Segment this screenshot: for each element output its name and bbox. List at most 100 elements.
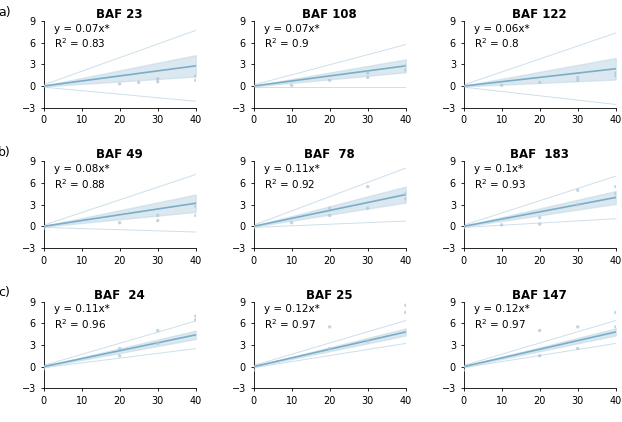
Point xyxy=(191,212,201,219)
Title: BAF 23: BAF 23 xyxy=(96,8,143,21)
Point xyxy=(287,82,297,89)
Point xyxy=(153,212,163,219)
Point xyxy=(401,67,411,73)
Text: y = 0.12x*: y = 0.12x* xyxy=(264,304,320,314)
Point xyxy=(191,77,201,84)
Point xyxy=(249,83,259,89)
Text: b): b) xyxy=(0,146,11,159)
Text: a): a) xyxy=(0,5,11,19)
Point xyxy=(458,223,468,230)
Point xyxy=(153,327,163,334)
Point xyxy=(611,70,621,76)
Point xyxy=(401,309,411,316)
Text: y = 0.12x*: y = 0.12x* xyxy=(474,304,530,314)
Point xyxy=(535,214,545,221)
Point xyxy=(191,313,201,319)
Point xyxy=(153,78,163,85)
Point xyxy=(325,345,335,352)
Point xyxy=(401,195,411,202)
Point xyxy=(114,345,124,352)
Point xyxy=(458,83,468,89)
Point xyxy=(401,190,411,197)
Point xyxy=(363,74,373,81)
Point xyxy=(39,83,49,89)
Point xyxy=(39,225,49,232)
Point xyxy=(363,70,373,76)
Point xyxy=(363,205,373,212)
Text: R$^2$ = 0.83: R$^2$ = 0.83 xyxy=(54,37,106,51)
Point xyxy=(611,324,621,330)
Point xyxy=(401,302,411,308)
Title: BAF 147: BAF 147 xyxy=(513,289,567,302)
Title: BAF  78: BAF 78 xyxy=(304,149,355,161)
Point xyxy=(611,190,621,197)
Text: R$^2$ = 0.97: R$^2$ = 0.97 xyxy=(474,317,526,331)
Point xyxy=(325,324,335,330)
Text: R$^2$ = 0.9: R$^2$ = 0.9 xyxy=(264,37,310,51)
Title: BAF  24: BAF 24 xyxy=(95,289,145,302)
Point xyxy=(573,324,583,330)
Point xyxy=(249,223,259,230)
Text: R$^2$ = 0.93: R$^2$ = 0.93 xyxy=(474,177,526,191)
Text: y = 0.08x*: y = 0.08x* xyxy=(54,164,110,174)
Point xyxy=(191,316,201,323)
Point xyxy=(401,62,411,69)
Point xyxy=(153,340,163,347)
Point xyxy=(573,187,583,194)
Point xyxy=(496,82,506,89)
Point xyxy=(458,225,468,231)
Point xyxy=(249,225,259,231)
Point xyxy=(114,81,124,87)
Text: y = 0.11x*: y = 0.11x* xyxy=(54,304,110,314)
Text: R$^2$ = 0.8: R$^2$ = 0.8 xyxy=(474,37,519,51)
Point xyxy=(249,363,259,370)
Title: BAF 108: BAF 108 xyxy=(302,8,357,21)
Point xyxy=(496,222,506,228)
Point xyxy=(363,183,373,190)
Text: y = 0.07x*: y = 0.07x* xyxy=(54,24,110,34)
Point xyxy=(39,83,49,89)
Text: y = 0.06x*: y = 0.06x* xyxy=(474,24,530,34)
Point xyxy=(573,77,583,84)
Text: y = 0.11x*: y = 0.11x* xyxy=(264,164,320,174)
Point xyxy=(134,79,144,86)
Point xyxy=(573,201,583,208)
Point xyxy=(191,203,201,209)
Point xyxy=(325,205,335,212)
Text: c): c) xyxy=(0,286,10,299)
Point xyxy=(325,212,335,219)
Point xyxy=(611,183,621,190)
Point xyxy=(39,365,49,372)
Point xyxy=(39,363,49,370)
Point xyxy=(249,367,259,373)
Point xyxy=(191,73,201,79)
Text: y = 0.07x*: y = 0.07x* xyxy=(264,24,320,34)
Point xyxy=(573,345,583,352)
Title: BAF 122: BAF 122 xyxy=(513,8,567,21)
Text: R$^2$ = 0.97: R$^2$ = 0.97 xyxy=(264,317,316,331)
Text: R$^2$ = 0.96: R$^2$ = 0.96 xyxy=(54,317,106,331)
Title: BAF 49: BAF 49 xyxy=(96,149,143,161)
Point xyxy=(611,309,621,316)
Text: y = 0.1x*: y = 0.1x* xyxy=(474,164,523,174)
Point xyxy=(114,352,124,359)
Point xyxy=(535,221,545,227)
Text: R$^2$ = 0.88: R$^2$ = 0.88 xyxy=(54,177,106,191)
Point xyxy=(458,367,468,373)
Title: BAF 25: BAF 25 xyxy=(307,289,353,302)
Point xyxy=(535,352,545,359)
Point xyxy=(535,327,545,334)
Point xyxy=(153,217,163,224)
Point xyxy=(114,219,124,226)
Point xyxy=(325,77,335,84)
Point xyxy=(363,338,373,345)
Title: BAF  183: BAF 183 xyxy=(510,149,569,161)
Point xyxy=(611,73,621,79)
Point xyxy=(573,74,583,81)
Point xyxy=(287,219,297,226)
Point xyxy=(39,223,49,230)
Point xyxy=(153,76,163,82)
Point xyxy=(458,363,468,370)
Point xyxy=(535,79,545,86)
Text: R$^2$ = 0.92: R$^2$ = 0.92 xyxy=(264,177,315,191)
